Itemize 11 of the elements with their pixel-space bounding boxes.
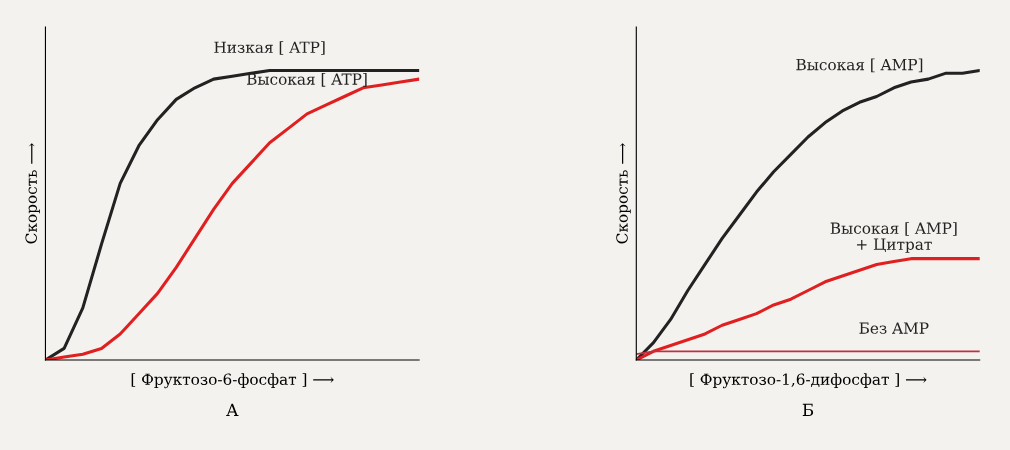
x-axis-title: [ Фруктозо-1,6-дифосфат ] ⟶ (690, 373, 927, 389)
series-label: Без AMP (859, 322, 929, 334)
series-label: Высокая [ AMP] (796, 58, 923, 73)
text: А (226, 403, 239, 416)
series-label: Высокая [ ATP] (247, 73, 367, 87)
series-label: Высокая [ AMP] + Цитрат (830, 222, 957, 253)
text: Б (802, 403, 814, 416)
y-axis-title: Скорость ⟶ (616, 143, 631, 244)
y-axis-title: Скорость ⟶ (25, 143, 40, 244)
series-label: Низкая [ ATP] (214, 41, 325, 55)
x-axis-title: [ Фруктозо-6-фосфат ] ⟶ (131, 373, 334, 389)
